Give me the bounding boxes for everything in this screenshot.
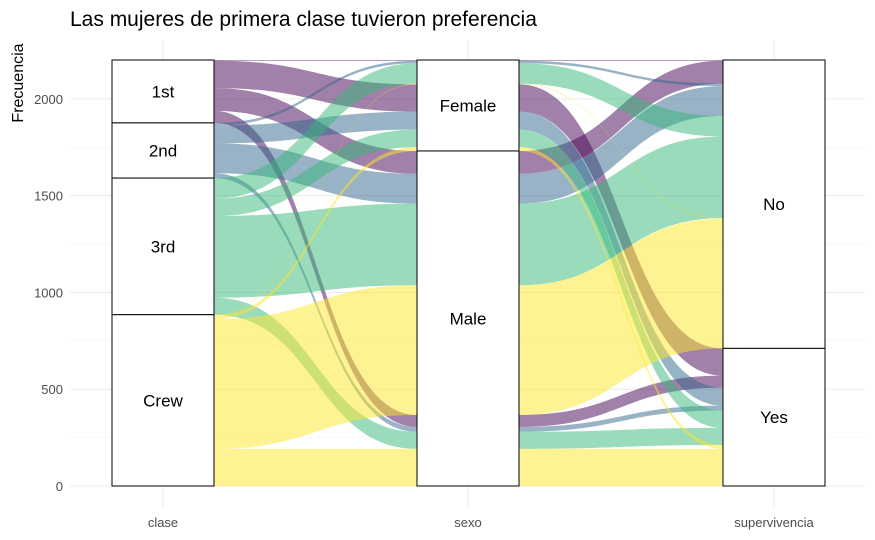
stratum-label-Yes: Yes xyxy=(760,408,788,427)
x-tick-label-clase: clase xyxy=(148,515,178,530)
stratum-label-Female: Female xyxy=(440,96,497,115)
stratum-label-Crew: Crew xyxy=(143,391,183,410)
y-tick-label: 500 xyxy=(41,382,63,397)
y-axis-label: Frecuencia xyxy=(10,43,27,122)
flow-1st-Female-No xyxy=(214,60,723,61)
flow-2nd-Male-No xyxy=(214,86,723,204)
strata: 1st 2nd 3rd Crew Female Male No Yes xyxy=(111,59,826,487)
stratum-label-No: No xyxy=(763,195,785,214)
stratum-label-2nd: 2nd xyxy=(149,141,177,160)
flow-Crew-Male-No xyxy=(214,218,723,449)
stratum-clase-1st xyxy=(111,59,215,124)
stratum-clase-3rd xyxy=(111,177,215,316)
stratum-label-3rd: 3rd xyxy=(151,237,176,256)
y-tick-label: 2000 xyxy=(34,92,63,107)
stratum-clase-2nd xyxy=(111,122,215,179)
flow-1st-Male-No xyxy=(214,60,723,174)
stratum-label-1st: 1st xyxy=(152,82,175,101)
flows xyxy=(214,60,723,486)
stratum-supervivencia-No xyxy=(722,59,826,349)
y-tick-label: 1500 xyxy=(34,189,63,204)
stratum-sexo-Male xyxy=(416,150,520,487)
flow-3rd-Female-No xyxy=(214,63,723,199)
stratum-clase-Crew xyxy=(111,314,215,487)
flow-Crew-Female-Yes xyxy=(214,147,723,449)
stratum-label-Male: Male xyxy=(450,309,487,328)
flow-3rd-Male-No xyxy=(214,136,723,298)
x-tick-label-supervivencia: supervivencia xyxy=(734,515,814,530)
flow-Crew-Male-Yes xyxy=(214,448,723,486)
x-tick-label-sexo: sexo xyxy=(454,515,481,530)
y-tick-label: 1000 xyxy=(34,285,63,300)
flow-2nd-Female-No xyxy=(214,60,723,126)
chart-title: Las mujeres de primera clase tuvieron pr… xyxy=(70,8,537,31)
stratum-supervivencia-Yes xyxy=(722,347,826,487)
axes: 0 500 1000 1500 2000 clase sexo supervivencia xyxy=(34,92,814,530)
y-tick-label: 0 xyxy=(56,479,63,494)
